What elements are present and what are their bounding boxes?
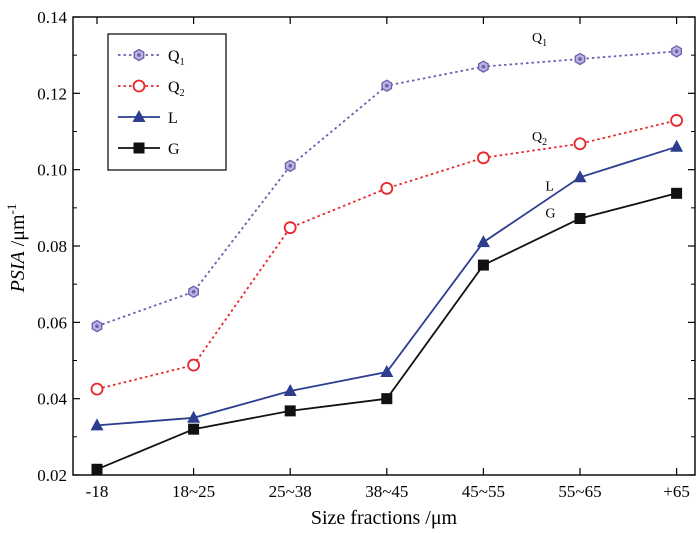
series-annotation-q2: Q2	[532, 130, 547, 148]
series-line	[96, 192, 677, 471]
data-point	[476, 151, 490, 165]
y-axis-title-exponent: -1	[4, 204, 19, 215]
x-axis-title: Size fractions /μm	[311, 507, 458, 529]
legend-label-text: L	[168, 110, 178, 127]
data-point	[573, 137, 587, 151]
legend-label: Q2	[168, 79, 185, 99]
series-q1	[91, 45, 683, 333]
legend-item-l: L	[118, 110, 178, 127]
data-point-center	[674, 49, 679, 54]
annotation-text: G	[545, 206, 555, 221]
y-tick-label: 0.04	[37, 390, 67, 409]
data-point-center	[288, 164, 293, 168]
series-annotation-q1: Q1	[532, 31, 547, 49]
series-annotation-l: L	[545, 180, 554, 195]
data-point	[380, 181, 394, 195]
data-point	[90, 418, 104, 431]
x-tick-label: -18	[86, 482, 109, 501]
data-point	[477, 259, 489, 271]
legend-label: Q1	[168, 48, 185, 68]
annotation-text: Q	[532, 130, 542, 145]
y-tick-label: 0.14	[37, 8, 67, 27]
x-tick-label: 55~65	[558, 482, 601, 501]
data-point	[283, 384, 297, 397]
data-point	[670, 139, 684, 152]
data-point	[284, 405, 296, 417]
x-tick-label: 45~55	[462, 482, 505, 501]
data-point	[381, 393, 393, 405]
data-point	[574, 213, 586, 225]
legend-label-text: Q	[168, 48, 180, 65]
annotation-subscript: 1	[542, 38, 547, 49]
data-point	[670, 114, 683, 127]
legend-item-q2: Q2	[118, 79, 185, 99]
annotation-text: Q	[532, 31, 542, 46]
data-point	[380, 364, 394, 377]
data-point	[132, 79, 146, 93]
data-point	[187, 410, 201, 423]
data-point	[188, 423, 200, 435]
data-point-center	[385, 83, 389, 88]
data-point	[476, 235, 490, 248]
legend-label-text: Q	[168, 79, 180, 96]
series-layer	[90, 45, 684, 475]
legend-label: L	[168, 110, 178, 127]
series-q2	[90, 114, 683, 396]
data-point-center	[95, 324, 99, 328]
data-point	[91, 463, 103, 475]
x-axis: -18 18~25 25~38 38~45 45~55 55~65 +65	[86, 17, 690, 501]
legend-label-text: G	[168, 141, 180, 158]
y-axis-title-main: PSIA	[7, 251, 29, 294]
y-tick-label: 0.10	[37, 161, 67, 180]
data-point-center	[481, 64, 486, 69]
y-axis-title-unit: /μm	[7, 214, 29, 251]
x-tick-label: 25~38	[269, 482, 312, 501]
data-point-center	[137, 53, 141, 57]
x-tick-label: 18~25	[172, 482, 215, 501]
series-g	[91, 187, 683, 475]
x-tick-label: +65	[663, 482, 690, 501]
data-point	[90, 382, 104, 396]
data-point-center	[191, 290, 196, 294]
y-tick-label: 0.12	[37, 84, 67, 103]
data-point-center	[578, 57, 582, 61]
series-annotation-g: G	[545, 206, 555, 221]
data-point	[132, 110, 146, 122]
legend-item-q1: Q1	[118, 48, 185, 68]
y-tick-label: 0.08	[37, 237, 67, 256]
x-tick-label: 38~45	[365, 482, 408, 501]
data-point	[671, 187, 683, 199]
legend-label-subscript: 1	[180, 57, 185, 68]
data-point	[573, 170, 587, 183]
annotation-text: L	[545, 180, 554, 195]
y-axis: 0.02 0.04 0.06 0.08 0.10 0.12 0.14	[37, 8, 695, 485]
series-l	[90, 139, 684, 431]
legend-label-subscript: 2	[180, 88, 185, 99]
y-tick-label: 0.02	[37, 466, 67, 485]
y-tick-label: 0.06	[37, 313, 67, 332]
annotation-subscript: 2	[542, 137, 547, 148]
legend-label: G	[168, 141, 180, 158]
data-point	[187, 358, 201, 372]
data-point	[283, 221, 297, 235]
legend-box	[107, 33, 227, 171]
legend-item-g: G	[118, 141, 180, 158]
y-axis-title: PSIA /μm-1	[4, 204, 29, 294]
data-point	[133, 142, 145, 154]
